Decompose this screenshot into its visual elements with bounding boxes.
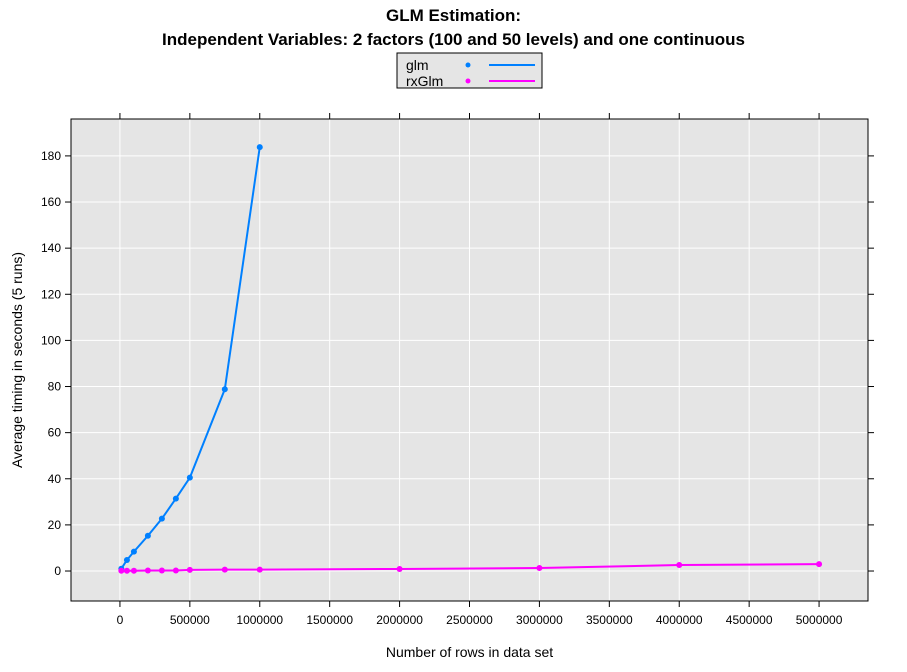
data-point-rxGlm <box>536 565 543 572</box>
x-tick-label: 4000000 <box>656 613 703 627</box>
x-tick-label: 1000000 <box>236 613 283 627</box>
data-point-glm <box>123 556 130 563</box>
data-point-glm <box>221 386 228 393</box>
data-point-rxGlm <box>186 566 193 573</box>
y-tick-label: 160 <box>41 195 61 209</box>
x-tick-label: 500000 <box>170 613 210 627</box>
legend-label: glm <box>406 57 429 73</box>
legend-marker <box>465 78 471 84</box>
x-tick-label: 3500000 <box>586 613 633 627</box>
x-tick-label: 0 <box>117 613 124 627</box>
data-point-glm <box>130 548 137 555</box>
data-point-glm <box>144 532 151 539</box>
data-point-rxGlm <box>221 566 228 573</box>
x-tick-label: 2500000 <box>446 613 493 627</box>
x-tick-label: 5000000 <box>796 613 843 627</box>
y-tick-label: 180 <box>41 149 61 163</box>
x-tick-label: 4500000 <box>726 613 773 627</box>
x-tick-label: 1500000 <box>306 613 353 627</box>
y-tick-label: 20 <box>48 518 62 532</box>
data-point-glm <box>186 474 193 481</box>
panel-border <box>70 118 869 602</box>
data-point-rxGlm <box>172 567 179 574</box>
data-point-glm <box>256 144 263 151</box>
y-axis-label: Average timing in seconds (5 runs) <box>9 252 25 468</box>
data-point-rxGlm <box>123 567 130 574</box>
data-point-rxGlm <box>118 567 125 574</box>
data-point-rxGlm <box>158 567 165 574</box>
chart-title: GLM Estimation: <box>385 6 522 25</box>
chart-subtitle: Independent Variables: 2 factors (100 an… <box>162 30 745 49</box>
data-point-glm <box>158 515 165 522</box>
data-point-rxGlm <box>130 567 137 574</box>
x-tick-label: 3000000 <box>516 613 563 627</box>
y-tick-label: 120 <box>41 287 61 301</box>
y-tick-label: 100 <box>41 333 61 347</box>
data-point-rxGlm <box>676 562 683 569</box>
data-point-rxGlm <box>144 567 151 574</box>
y-tick-label: 0 <box>54 564 61 578</box>
y-tick-label: 60 <box>48 426 62 440</box>
legend-marker <box>465 62 471 68</box>
data-point-rxGlm <box>816 561 823 568</box>
data-point-glm <box>172 495 179 502</box>
data-point-rxGlm <box>396 565 403 572</box>
y-tick-label: 80 <box>48 380 62 394</box>
x-axis-label: Number of rows in data set <box>386 644 553 660</box>
y-tick-label: 40 <box>48 472 62 486</box>
data-point-rxGlm <box>256 566 263 573</box>
legend-label: rxGlm <box>406 73 443 89</box>
y-tick-label: 140 <box>41 241 61 255</box>
x-tick-label: 2000000 <box>376 613 423 627</box>
